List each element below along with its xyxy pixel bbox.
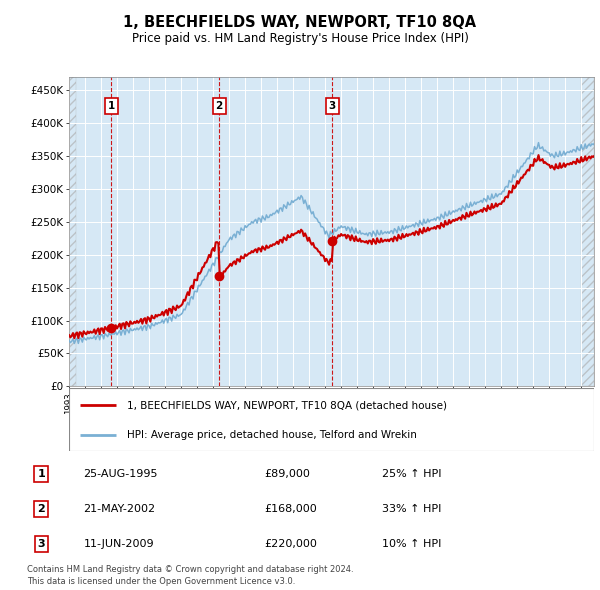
Text: 33% ↑ HPI: 33% ↑ HPI xyxy=(382,504,442,514)
FancyBboxPatch shape xyxy=(69,388,594,451)
Text: 1: 1 xyxy=(108,101,115,111)
Text: 1, BEECHFIELDS WAY, NEWPORT, TF10 8QA (detached house): 1, BEECHFIELDS WAY, NEWPORT, TF10 8QA (d… xyxy=(127,401,447,411)
Text: 25% ↑ HPI: 25% ↑ HPI xyxy=(382,469,442,479)
Text: Contains HM Land Registry data © Crown copyright and database right 2024.
This d: Contains HM Land Registry data © Crown c… xyxy=(27,565,353,586)
Text: £220,000: £220,000 xyxy=(264,539,317,549)
Text: 21-MAY-2002: 21-MAY-2002 xyxy=(83,504,155,514)
Text: 1: 1 xyxy=(37,469,45,479)
Text: £168,000: £168,000 xyxy=(264,504,317,514)
Text: 11-JUN-2009: 11-JUN-2009 xyxy=(83,539,154,549)
Text: HPI: Average price, detached house, Telford and Wrekin: HPI: Average price, detached house, Telf… xyxy=(127,431,416,440)
Text: 3: 3 xyxy=(329,101,336,111)
Bar xyxy=(581,77,594,386)
Text: £89,000: £89,000 xyxy=(264,469,310,479)
Text: 2: 2 xyxy=(37,504,45,514)
Text: 1, BEECHFIELDS WAY, NEWPORT, TF10 8QA: 1, BEECHFIELDS WAY, NEWPORT, TF10 8QA xyxy=(124,15,476,30)
Text: Price paid vs. HM Land Registry's House Price Index (HPI): Price paid vs. HM Land Registry's House … xyxy=(131,32,469,45)
Text: 3: 3 xyxy=(37,539,45,549)
Bar xyxy=(69,77,76,386)
Text: 10% ↑ HPI: 10% ↑ HPI xyxy=(382,539,442,549)
Text: 2: 2 xyxy=(215,101,223,111)
Text: 25-AUG-1995: 25-AUG-1995 xyxy=(83,469,158,479)
